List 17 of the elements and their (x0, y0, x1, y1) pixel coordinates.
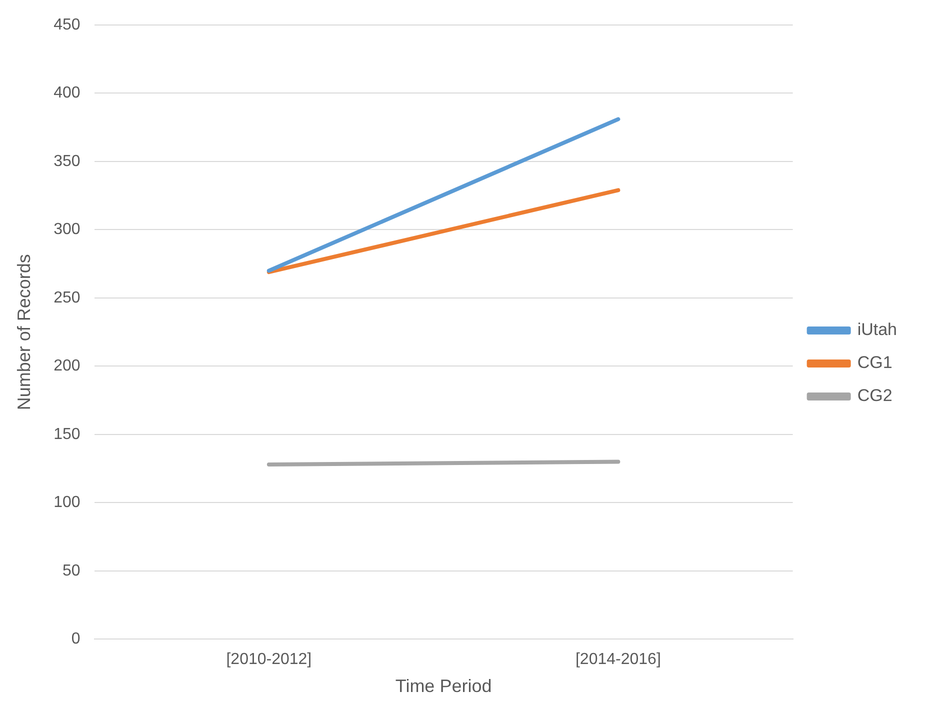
legend-label: CG1 (857, 353, 892, 372)
y-tick-label: 0 (71, 630, 80, 648)
y-tick-label: 300 (54, 221, 80, 238)
legend-label: CG2 (857, 386, 892, 406)
y-tick-label: 150 (54, 426, 80, 443)
y-tick-label: 400 (54, 84, 80, 102)
y-tick-label: 450 (54, 16, 80, 34)
y-axis-title: Number of Records (14, 254, 34, 410)
y-tick-label: 50 (62, 562, 80, 580)
x-tick-label: [2014-2016] (575, 651, 661, 668)
y-tick-label: 350 (54, 152, 80, 170)
y-tick-label: 250 (54, 289, 80, 306)
legend-label: iUtah (857, 320, 897, 340)
x-tick-label: [2010-2012] (226, 651, 312, 668)
y-tick-label: 100 (54, 494, 80, 512)
y-tick-label: 200 (54, 358, 80, 375)
x-axis-title: Time Period (395, 676, 492, 696)
